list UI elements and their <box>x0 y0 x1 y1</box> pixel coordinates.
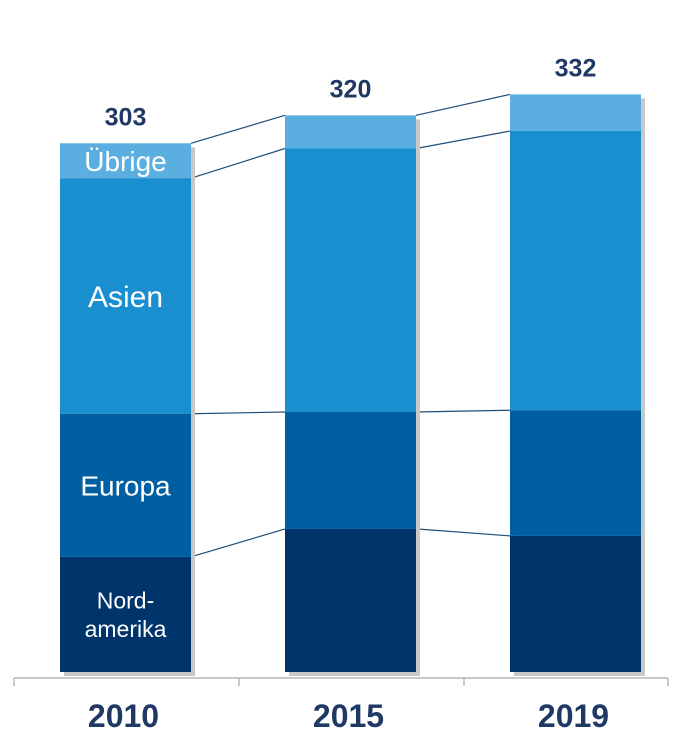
segment-label-übrige: Übrige <box>84 146 166 177</box>
x-tick-label-2019: 2019 <box>538 698 609 734</box>
segment-labels: Nord-amerika Europa Asien Übrige <box>80 146 171 642</box>
connector-lines <box>190 93 511 558</box>
bar-segment-übrige-2015 <box>285 115 416 149</box>
total-label-2015: 320 <box>330 75 372 103</box>
total-label-2019: 332 <box>555 54 597 82</box>
connector-line <box>415 409 511 413</box>
connector-line <box>190 411 286 415</box>
x-tick-label-2010: 2010 <box>88 698 159 734</box>
connector-line <box>415 130 511 150</box>
segment-label-line: Nord- <box>97 587 155 613</box>
total-label-2010: 303 <box>105 103 147 131</box>
bar-segment-asien-2019 <box>510 131 641 411</box>
segment-label-europa: Europa <box>80 470 171 501</box>
segment-label-line: Übrige <box>84 146 166 177</box>
bar-segment-asien-2010 <box>60 178 191 414</box>
bar-stacks <box>60 94 645 677</box>
x-axis: 2010 2015 2019 <box>13 677 669 734</box>
bar-segment-nordamerika-2010 <box>60 556 191 672</box>
bar-segment-übrige-2010 <box>60 143 191 179</box>
connector-line <box>190 528 286 558</box>
bar-segment-europa-2010 <box>60 413 191 557</box>
segment-label-line: Europa <box>80 470 171 501</box>
bar-segment-europa-2019 <box>510 410 641 536</box>
segment-label-line: amerika <box>85 616 167 642</box>
x-tick-label-2015: 2015 <box>313 698 384 734</box>
bar-segment-europa-2015 <box>285 411 416 529</box>
total-labels: 303 320 332 <box>105 54 597 131</box>
connector-line <box>415 528 511 537</box>
bar-segment-asien-2015 <box>285 148 416 412</box>
segment-label-line: Asien <box>88 281 163 314</box>
connector-line <box>415 93 511 116</box>
connector-line <box>190 147 286 179</box>
bar-segment-übrige-2019 <box>510 94 641 132</box>
connector-line <box>190 114 286 144</box>
bar-segment-nordamerika-2015 <box>285 528 416 672</box>
segment-label-asien: Asien <box>88 281 163 314</box>
segment-label-nordamerika: Nord-amerika <box>85 587 167 642</box>
bar-segment-nordamerika-2019 <box>510 535 641 672</box>
